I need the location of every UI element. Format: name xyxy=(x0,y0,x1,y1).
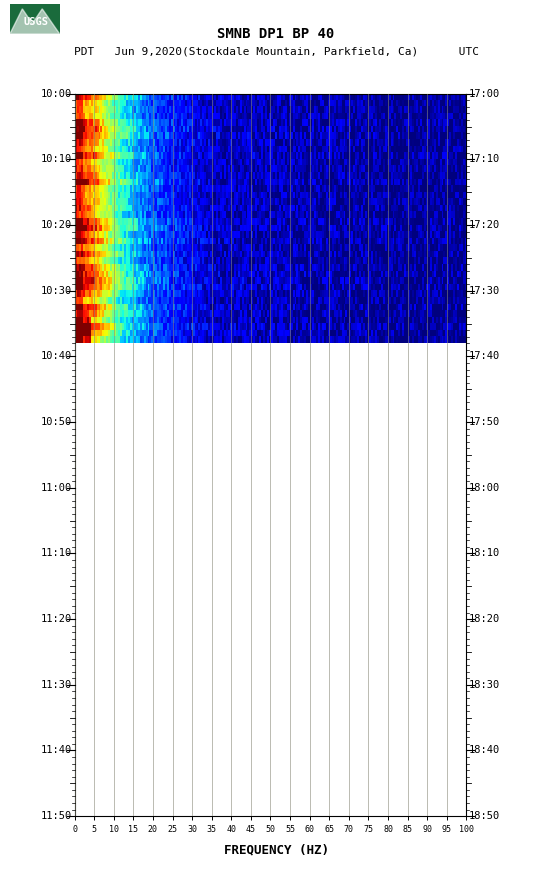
Text: 17:30: 17:30 xyxy=(469,285,501,296)
Text: 17:20: 17:20 xyxy=(469,220,501,230)
Text: 11:50: 11:50 xyxy=(40,811,72,822)
Text: 17:50: 17:50 xyxy=(469,417,501,427)
Text: 10:00: 10:00 xyxy=(40,88,72,99)
Polygon shape xyxy=(10,9,60,34)
Text: 10:20: 10:20 xyxy=(40,220,72,230)
Text: 17:10: 17:10 xyxy=(469,154,501,164)
Text: 10:50: 10:50 xyxy=(40,417,72,427)
Text: 10:40: 10:40 xyxy=(40,351,72,361)
Text: 17:00: 17:00 xyxy=(469,88,501,99)
Text: 18:00: 18:00 xyxy=(469,483,501,492)
Text: 18:40: 18:40 xyxy=(469,746,501,756)
Text: 11:30: 11:30 xyxy=(40,680,72,690)
Text: 17:40: 17:40 xyxy=(469,351,501,361)
Text: 18:30: 18:30 xyxy=(469,680,501,690)
Text: 11:10: 11:10 xyxy=(40,549,72,558)
Text: 18:50: 18:50 xyxy=(469,811,501,822)
Text: PDT   Jun 9,2020(Stockdale Mountain, Parkfield, Ca)      UTC: PDT Jun 9,2020(Stockdale Mountain, Parkf… xyxy=(73,46,479,57)
Text: 11:00: 11:00 xyxy=(40,483,72,492)
Text: FREQUENCY (HZ): FREQUENCY (HZ) xyxy=(224,844,328,856)
Text: 10:10: 10:10 xyxy=(40,154,72,164)
Text: 18:20: 18:20 xyxy=(469,614,501,624)
Text: USGS: USGS xyxy=(23,17,48,27)
Text: SMNB DP1 BP 40: SMNB DP1 BP 40 xyxy=(217,27,335,41)
Text: 18:10: 18:10 xyxy=(469,549,501,558)
Text: 11:20: 11:20 xyxy=(40,614,72,624)
Text: 10:30: 10:30 xyxy=(40,285,72,296)
Text: 11:40: 11:40 xyxy=(40,746,72,756)
